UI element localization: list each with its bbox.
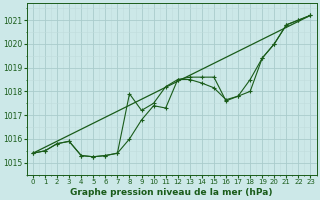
X-axis label: Graphe pression niveau de la mer (hPa): Graphe pression niveau de la mer (hPa) xyxy=(70,188,273,197)
